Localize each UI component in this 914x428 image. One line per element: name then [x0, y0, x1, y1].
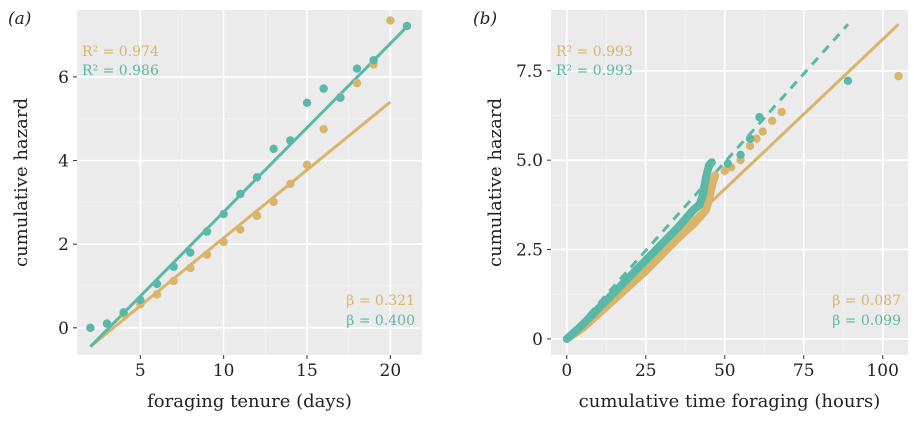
data-point-1	[319, 84, 328, 93]
panel-a-y-ticks: 0 2 4 6	[58, 68, 77, 339]
panel-a-x-axis-title: foraging tenure (days)	[147, 391, 352, 412]
y-tick-label: 0	[532, 330, 543, 350]
data-point-0	[745, 141, 755, 151]
data-point-0	[219, 237, 228, 247]
x-tick-label: 5	[135, 361, 146, 381]
data-point-0	[169, 276, 178, 286]
data-point-0	[152, 290, 162, 299]
data-point-1	[286, 136, 295, 145]
data-point-1	[302, 98, 312, 108]
panel-a-beta-teal: β = 0.400	[346, 313, 415, 329]
x-tick-label: 50	[714, 361, 736, 381]
data-point-1	[369, 55, 378, 65]
data-point-1	[169, 262, 178, 271]
panel-a-label: (a)	[8, 9, 31, 29]
data-point-0	[319, 124, 328, 134]
data-point-1	[252, 173, 262, 182]
data-point-1	[843, 76, 853, 85]
panel-a-x-ticks: 5 10 15 20	[135, 355, 401, 381]
data-point-1	[755, 113, 764, 122]
y-tick-label: 6	[58, 68, 69, 88]
panel-a-plot-background	[77, 10, 422, 355]
data-point-0	[352, 78, 362, 88]
data-point-1	[336, 93, 345, 103]
data-point-0	[252, 211, 262, 220]
data-point-0	[269, 197, 278, 207]
panel-a-beta-gold: β = 0.321	[346, 293, 415, 309]
data-point-1	[86, 323, 95, 333]
panel-b-y-axis-title: cumulative hazard	[485, 98, 506, 267]
data-point-0	[302, 160, 312, 169]
data-point-1	[736, 150, 745, 159]
data-point-0	[720, 166, 729, 176]
data-point-1	[236, 189, 245, 199]
panel-a-r2-gold: R² = 0.974	[82, 44, 159, 60]
panel-b-points	[562, 71, 903, 343]
data-point-1	[402, 21, 412, 31]
data-point-0	[202, 250, 212, 259]
data-point-1	[136, 295, 145, 304]
dense-point-1	[707, 158, 716, 167]
panel-b-x-ticks: 0 25 50 75 100	[561, 355, 899, 381]
data-point-0	[894, 71, 903, 81]
data-point-1	[119, 308, 128, 317]
panel-b-annotations: R² = 0.993 R² = 0.993 β = 0.087 β = 0.09…	[556, 44, 901, 329]
x-tick-label: 15	[296, 361, 318, 381]
x-tick-label: 20	[380, 361, 402, 381]
panel-a-r2-teal: R² = 0.986	[82, 63, 159, 79]
data-point-1	[745, 134, 755, 143]
x-tick-label: 75	[793, 361, 815, 381]
data-point-0	[236, 225, 245, 234]
y-tick-label: 0	[58, 319, 69, 339]
panel-b-r2-gold: R² = 0.993	[556, 44, 633, 60]
panel-a-points	[86, 16, 412, 333]
panel-b-y-ticks: 0 2.5 5.0 7.5	[516, 62, 551, 350]
data-point-0	[186, 263, 195, 273]
data-point-1	[219, 209, 228, 219]
panel-b-x-axis-title: cumulative time foraging (hours)	[579, 391, 881, 412]
data-point-0	[767, 116, 777, 126]
data-point-1	[186, 248, 195, 257]
panel-b-beta-gold: β = 0.087	[832, 293, 901, 309]
panel-b-r2-teal: R² = 0.993	[556, 63, 633, 79]
y-tick-label: 2	[58, 235, 69, 255]
y-tick-label: 4	[58, 152, 69, 172]
x-tick-label: 0	[561, 361, 572, 381]
y-tick-label: 7.5	[516, 62, 543, 82]
y-tick-label: 2.5	[516, 241, 543, 261]
data-point-1	[723, 159, 733, 168]
y-tick-label: 5.0	[516, 151, 543, 171]
panel-a-annotations: R² = 0.974 R² = 0.986 β = 0.321 β = 0.40…	[82, 44, 415, 329]
data-point-1	[202, 227, 212, 236]
data-point-0	[758, 127, 767, 136]
dense-point-0	[711, 171, 720, 180]
x-tick-label: 10	[213, 361, 235, 381]
x-tick-label: 100	[866, 361, 898, 381]
data-point-1	[352, 64, 362, 73]
panel-b-beta-teal: β = 0.099	[832, 313, 901, 329]
data-point-0	[777, 107, 786, 117]
panel-b: (b) 0 25 50 75 100 0 2.5 5.0 7.5 cumulative tim…	[473, 9, 908, 412]
panel-a-y-axis-title: cumulative hazard	[11, 98, 32, 267]
data-point-0	[752, 134, 761, 143]
data-point-0	[386, 16, 395, 25]
data-point-1	[269, 144, 278, 154]
x-tick-label: 25	[635, 361, 657, 381]
panel-b-label: (b)	[473, 9, 497, 29]
data-point-0	[286, 179, 295, 189]
data-point-1	[102, 319, 112, 328]
data-point-1	[152, 279, 162, 289]
